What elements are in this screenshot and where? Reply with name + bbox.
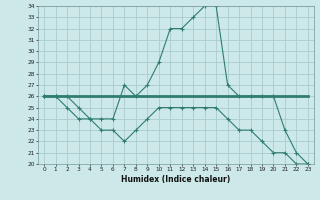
X-axis label: Humidex (Indice chaleur): Humidex (Indice chaleur) [121,175,231,184]
